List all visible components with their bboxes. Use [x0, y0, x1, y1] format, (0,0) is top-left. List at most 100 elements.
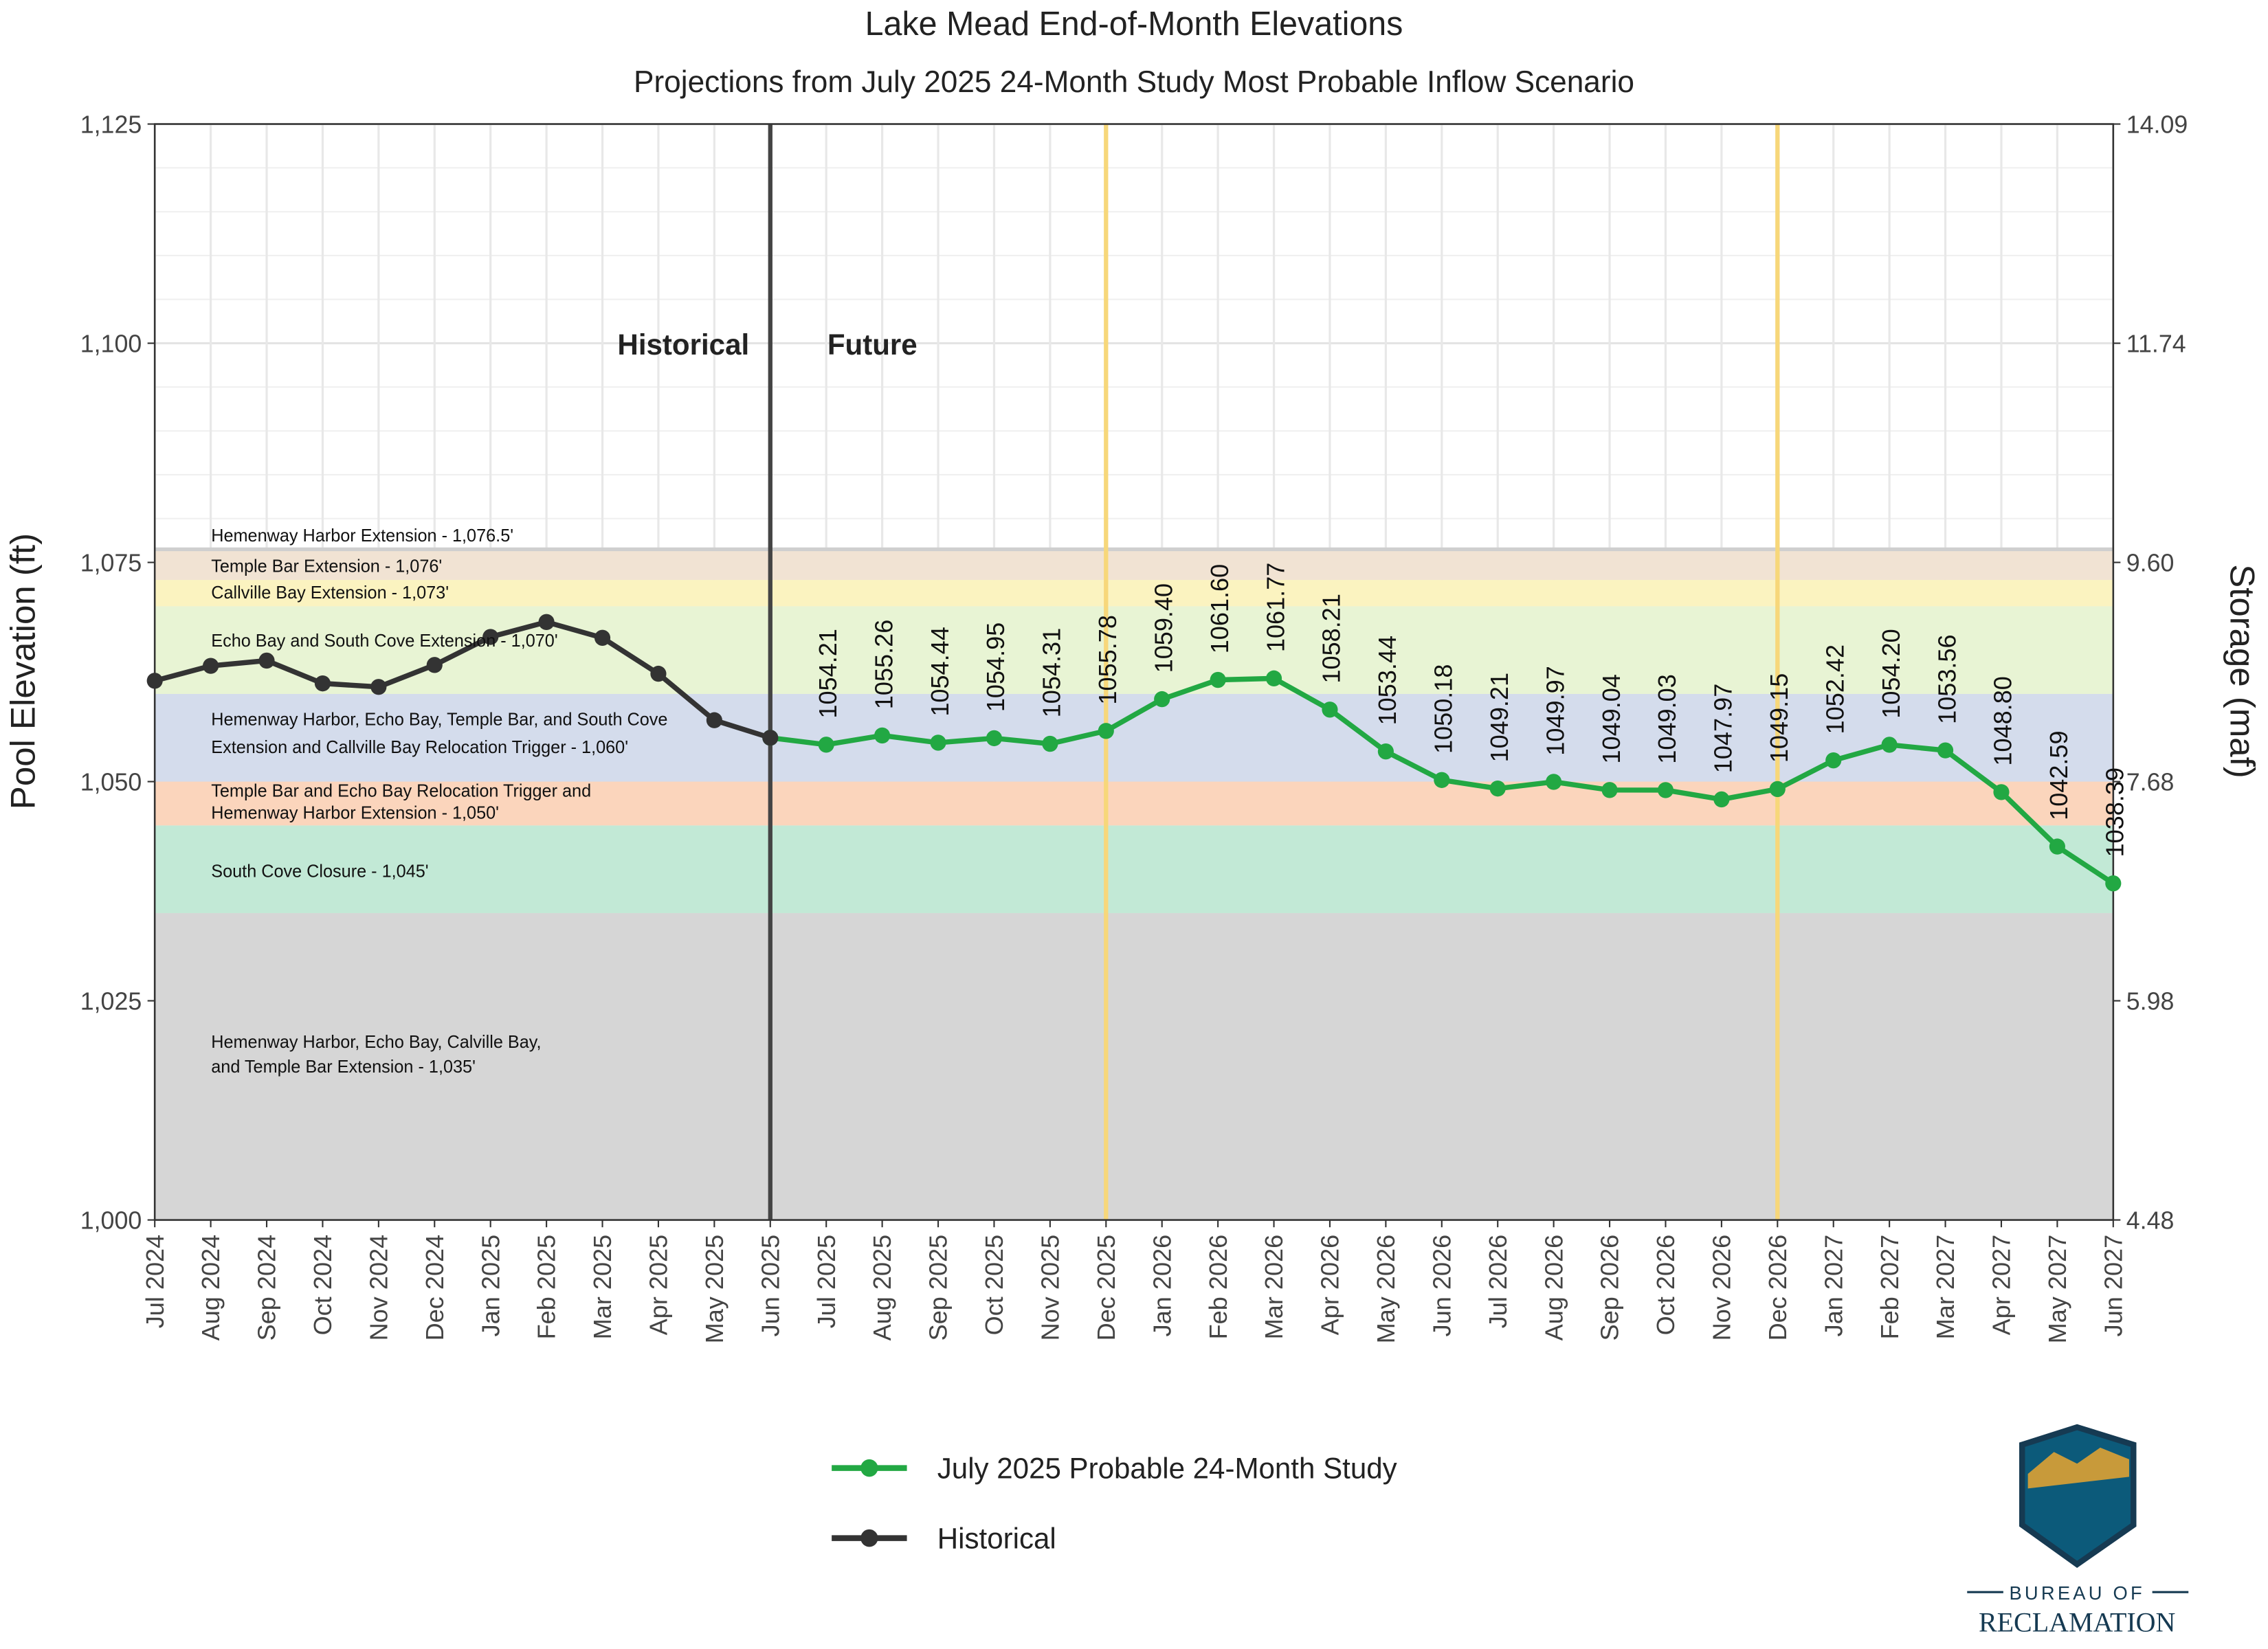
x-tick-label: May 2026: [1372, 1235, 1400, 1344]
data-label: 1048.80: [1989, 676, 2017, 765]
y2-tick-label: 9.60: [2126, 548, 2175, 576]
x-tick-label: Nov 2024: [365, 1235, 393, 1341]
data-point: [2105, 875, 2122, 892]
x-tick-label: Jul 2024: [141, 1235, 169, 1328]
annotation: Historical: [617, 328, 749, 361]
x-tick-label: Dec 2026: [1764, 1235, 1792, 1341]
data-point: [1042, 735, 1058, 752]
band-label: Echo Bay and South Cove Extension - 1,07…: [211, 631, 557, 651]
x-tick-label: Feb 2027: [1876, 1235, 1904, 1340]
data-label: 1049.03: [1653, 674, 1681, 763]
data-point: [426, 657, 443, 673]
annotation: Future: [827, 328, 918, 361]
y-axis-label: Pool Elevation (ft): [3, 533, 43, 809]
x-tick-label: Jan 2027: [1819, 1235, 1847, 1337]
data-label: 1054.95: [981, 622, 1010, 712]
data-label: 1054.21: [814, 629, 842, 718]
y2-tick-label: 7.68: [2126, 767, 2175, 796]
x-tick-label: Dec 2024: [421, 1235, 449, 1341]
data-point: [314, 675, 331, 692]
data-label: 1055.78: [1093, 615, 1122, 704]
x-tick-label: Jun 2026: [1428, 1235, 1456, 1337]
data-point: [1322, 702, 1338, 718]
y-tick-label: 1,125: [80, 110, 142, 138]
data-point: [1657, 782, 1674, 798]
data-point: [1937, 742, 1954, 759]
x-tick-label: Jul 2026: [1484, 1235, 1512, 1328]
data-label: 1054.44: [926, 627, 954, 716]
data-point: [986, 730, 1003, 747]
x-tick-label: Sep 2026: [1596, 1235, 1624, 1341]
data-label: 1047.97: [1709, 684, 1737, 773]
data-point: [1265, 670, 1282, 687]
chart-subtitle: Projections from July 2025 24-Month Stud…: [634, 65, 1634, 99]
data-label: 1049.04: [1597, 674, 1625, 763]
data-label: 1038.39: [2101, 767, 2129, 857]
data-label: 1049.21: [1485, 673, 1513, 762]
band: [155, 549, 2113, 581]
band: [155, 693, 2113, 782]
legend-label: Historical: [937, 1522, 1056, 1554]
data-point: [2049, 838, 2065, 855]
data-point: [1377, 743, 1394, 760]
band: [155, 606, 2113, 694]
y2-tick-label: 5.98: [2126, 987, 2175, 1015]
x-tick-label: Oct 2025: [980, 1235, 1008, 1336]
logo-shield: [2019, 1424, 2137, 1569]
x-tick-label: Jul 2025: [812, 1235, 841, 1328]
band-labels: Hemenway Harbor Extension - 1,076.5' Tem…: [211, 526, 667, 1077]
y2-tick-label: 11.74: [2126, 329, 2186, 357]
x-tick-label: Oct 2026: [1652, 1235, 1680, 1336]
x-tick-label: Jun 2025: [757, 1235, 785, 1337]
x-tick-label: May 2025: [700, 1235, 729, 1344]
y-tick-label: 1,025: [80, 987, 142, 1015]
data-point: [370, 679, 387, 695]
data-label: 1059.40: [1150, 583, 1178, 673]
x-tick-label: Mar 2025: [588, 1235, 616, 1340]
band: [155, 912, 2113, 1220]
data-point: [1210, 671, 1226, 688]
x-tick-label: Aug 2025: [868, 1235, 896, 1341]
band-label: South Cove Closure - 1,045': [211, 862, 428, 881]
y-tick-label: 1,075: [80, 548, 142, 576]
y2-tick-label: 4.48: [2126, 1206, 2175, 1234]
x-tick-label: Oct 2024: [309, 1235, 337, 1336]
data-label: 1061.60: [1205, 564, 1234, 653]
data-label: 1054.31: [1038, 628, 1066, 717]
x-tick-label: Sep 2024: [253, 1235, 281, 1341]
data-point: [1881, 737, 1898, 753]
band-label: Hemenway Harbor Extension - 1,050': [211, 803, 499, 822]
data-point: [874, 727, 891, 744]
legend-swatch: [860, 1529, 878, 1547]
x-tick-label: Apr 2026: [1316, 1235, 1344, 1336]
data-label: 1055.26: [870, 620, 898, 709]
band-label: Extension and Callville Bay Relocation T…: [211, 738, 628, 757]
data-label: 1042.59: [2045, 730, 2073, 820]
band-label: Callville Bay Extension - 1,073': [211, 583, 449, 603]
data-point: [538, 614, 555, 631]
x-tick-label: Jun 2027: [2100, 1235, 2128, 1337]
data-point: [1546, 774, 1562, 790]
data-point: [594, 629, 611, 646]
data-point: [482, 629, 499, 645]
data-point: [146, 673, 163, 689]
y-tick-label: 1,050: [80, 767, 142, 796]
data-label: 1052.42: [1821, 644, 1849, 734]
data-point: [1154, 691, 1170, 708]
band-label: Hemenway Harbor, Echo Bay, Temple Bar, a…: [211, 710, 667, 729]
x-tick-label: Aug 2026: [1539, 1235, 1568, 1341]
data-point: [1769, 781, 1786, 798]
band-label: Temple Bar Extension - 1,076': [211, 557, 442, 576]
y2-tick-label: 14.09: [2126, 110, 2188, 138]
data-label: 1053.44: [1373, 636, 1401, 725]
x-tick-label: Mar 2026: [1260, 1235, 1288, 1340]
logo: BUREAU OF RECLAMATION: [1967, 1424, 2189, 1638]
legend-label: July 2025 Probable 24-Month Study: [937, 1452, 1398, 1484]
legend-swatch: [860, 1459, 878, 1477]
band: [155, 580, 2113, 607]
data-point: [1993, 784, 2010, 800]
x-tick-label: Sep 2025: [924, 1235, 953, 1341]
data-point: [258, 652, 275, 669]
data-point: [818, 737, 834, 753]
